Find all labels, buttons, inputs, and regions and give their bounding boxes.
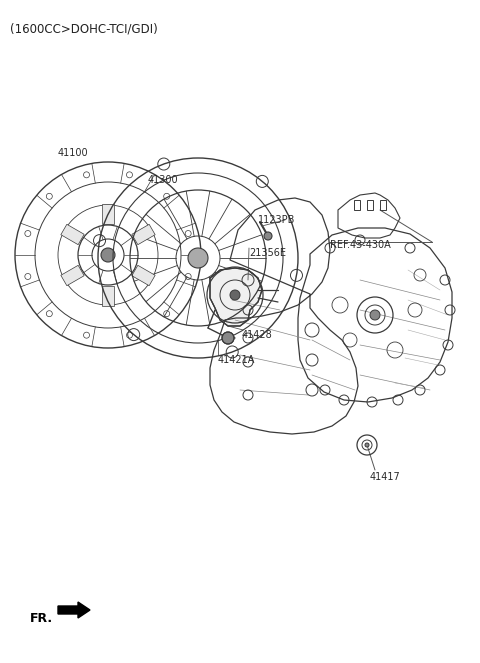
Circle shape <box>370 310 380 320</box>
Text: 41417: 41417 <box>370 472 401 482</box>
Polygon shape <box>132 224 155 245</box>
Text: 41100: 41100 <box>58 148 89 158</box>
Text: 1123PB: 1123PB <box>258 215 295 225</box>
Polygon shape <box>132 265 155 286</box>
Circle shape <box>188 248 208 268</box>
Text: 41421A: 41421A <box>218 355 255 365</box>
Text: (1600CC>DOHC-TCI/GDI): (1600CC>DOHC-TCI/GDI) <box>10 22 158 35</box>
Polygon shape <box>61 224 84 245</box>
Circle shape <box>101 248 115 262</box>
Text: 41300: 41300 <box>148 175 179 185</box>
Text: 21356E: 21356E <box>249 248 286 258</box>
Text: FR.: FR. <box>30 612 53 625</box>
Polygon shape <box>102 286 114 306</box>
Polygon shape <box>61 265 84 286</box>
Text: 41428: 41428 <box>242 330 273 340</box>
Polygon shape <box>102 204 114 224</box>
Polygon shape <box>210 268 262 326</box>
Circle shape <box>222 332 234 344</box>
Polygon shape <box>58 602 90 618</box>
Circle shape <box>365 443 369 447</box>
Text: REF.43-430A: REF.43-430A <box>330 240 391 250</box>
Circle shape <box>230 290 240 300</box>
Circle shape <box>264 232 272 240</box>
